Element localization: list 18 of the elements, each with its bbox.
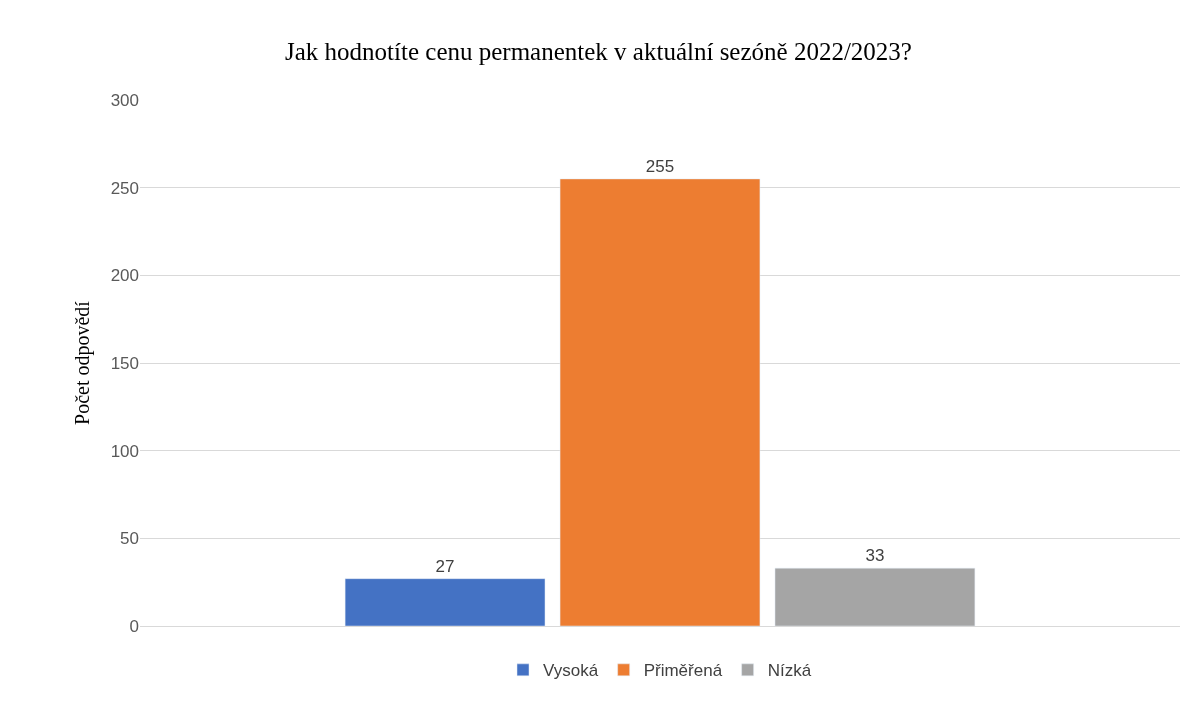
y-tick-label: 200 bbox=[110, 266, 139, 286]
data-label: 33 bbox=[865, 546, 885, 566]
legend-label: Přiměřená bbox=[643, 661, 723, 681]
bar bbox=[774, 567, 976, 626]
y-axis-title: Počet odpovědí bbox=[71, 300, 95, 425]
y-tick-label: 150 bbox=[110, 353, 139, 373]
legend-label: Vysoká bbox=[543, 661, 599, 681]
y-tick-label: 100 bbox=[110, 441, 139, 461]
y-tick-label: 250 bbox=[110, 178, 139, 198]
y-tick-label: 0 bbox=[129, 616, 139, 636]
data-label: 27 bbox=[435, 556, 455, 576]
y-tick-label: 50 bbox=[120, 529, 139, 549]
legend-label: Nízká bbox=[767, 661, 812, 681]
bar bbox=[344, 578, 546, 626]
bar bbox=[559, 178, 761, 626]
data-label: 255 bbox=[645, 156, 675, 176]
y-tick-label: 300 bbox=[110, 90, 139, 110]
chart-title: Jak hodnotíte cenu permanentek v aktuální sezóně 2022/2023? bbox=[285, 37, 912, 65]
